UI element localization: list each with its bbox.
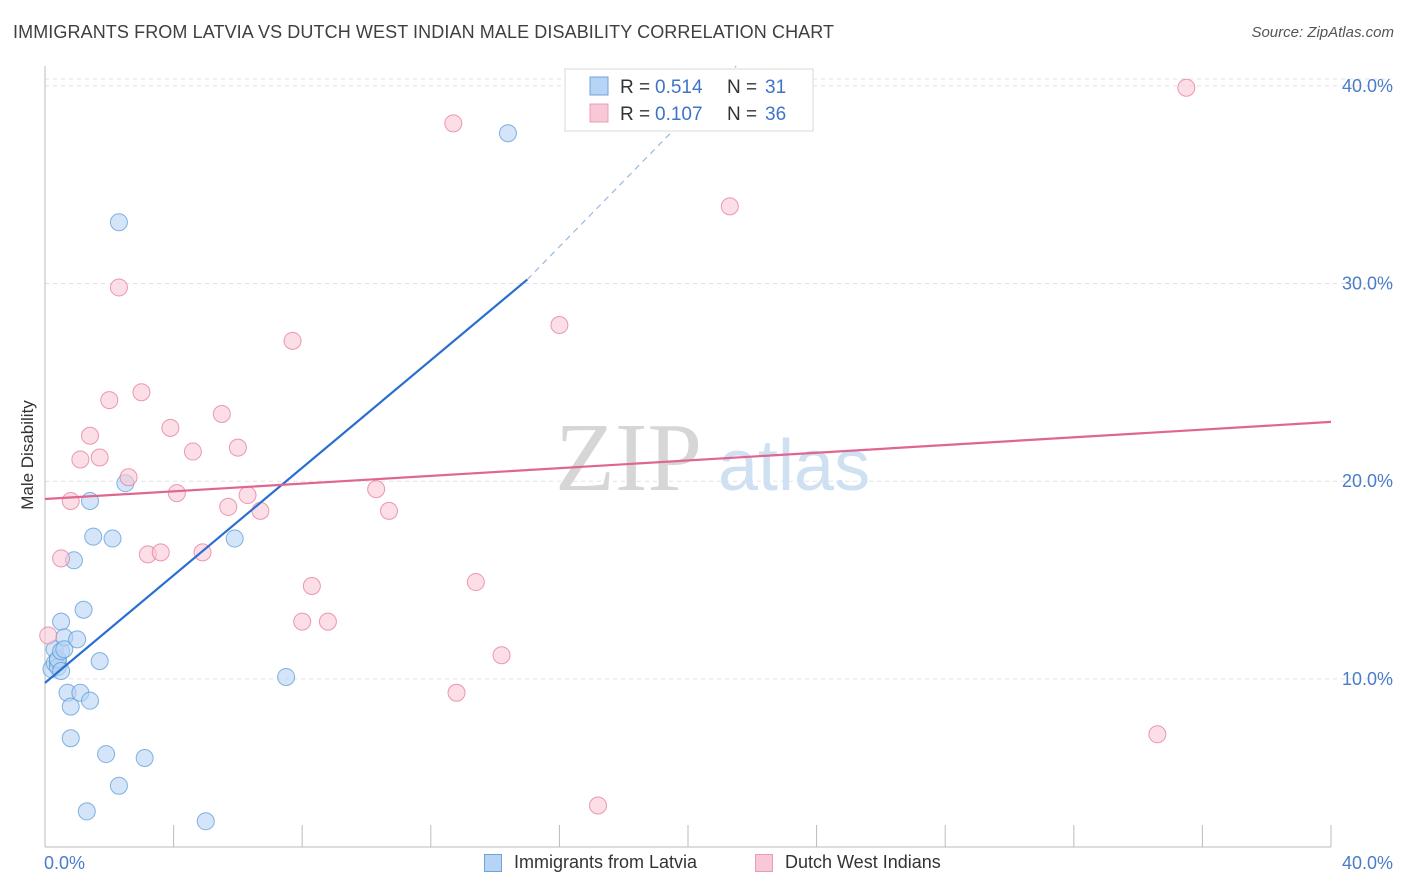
legend-item-dutch-west-indians[interactable]: Dutch West Indians [755, 852, 941, 873]
watermark: ZIP atlas [555, 404, 870, 512]
point-dutch-west-indians [550, 316, 569, 335]
point-latvia [277, 667, 296, 686]
point-dutch-west-indians [588, 796, 607, 815]
point-dutch-west-indians [318, 612, 337, 631]
point-dutch-west-indians [132, 383, 151, 402]
stats-n-value-dutch-west-indians: 36 [765, 104, 786, 125]
stats-n-value-latvia: 31 [765, 77, 786, 98]
point-dutch-west-indians [167, 484, 186, 503]
point-dutch-west-indians [219, 497, 238, 516]
point-latvia [74, 600, 93, 619]
trend-lines [44, 65, 1332, 684]
trend-line-dutch-west-indians [44, 420, 1332, 501]
point-latvia [90, 652, 109, 671]
y-axis-label: Male Disability [18, 400, 37, 510]
point-dutch-west-indians [492, 646, 511, 665]
stats-r-value-dutch-west-indians: 0.107 [655, 104, 703, 125]
point-dutch-west-indians [228, 438, 247, 457]
point-latvia [77, 802, 96, 821]
legend-item-latvia[interactable]: Immigrants from Latvia [484, 852, 697, 873]
stats-swatch-dutch-west-indians [589, 103, 609, 123]
point-latvia [84, 527, 103, 546]
source-label: Source: ZipAtlas.com [1251, 24, 1394, 41]
legend-swatch-dutch-west-indians [755, 853, 773, 872]
point-latvia [103, 529, 122, 548]
stats-n-label-latvia: N = [727, 77, 757, 98]
point-latvia [61, 697, 80, 716]
watermark-zip: ZIP [555, 404, 702, 512]
point-dutch-west-indians [283, 331, 302, 350]
point-dutch-west-indians [52, 549, 71, 568]
y-tick-label: 20.0% [1342, 471, 1393, 491]
axes [44, 66, 1332, 848]
x-tick-labels: 0.0% 40.0% [44, 853, 1393, 873]
stats-r-label-latvia: R = [620, 77, 650, 98]
point-latvia [109, 776, 128, 795]
point-latvia [196, 812, 215, 831]
point-latvia [52, 612, 71, 631]
point-latvia [225, 529, 244, 548]
trend-line-latvia-extension [526, 65, 737, 280]
point-dutch-west-indians [380, 501, 399, 520]
stats-r-label-dutch-west-indians: R = [620, 104, 650, 125]
legend-swatch-latvia [484, 853, 502, 872]
y-tick-label: 30.0% [1342, 273, 1393, 293]
point-dutch-west-indians [183, 442, 202, 461]
y-tick-label: 40.0% [1342, 76, 1393, 96]
y-tick-label: 10.0% [1342, 669, 1393, 689]
point-dutch-west-indians [81, 426, 100, 445]
x-tick-label: 0.0% [44, 853, 85, 873]
stats-legend: R = 0.514 N = 31 R = 0.107 N = 36 [564, 68, 814, 132]
trend-line-latvia [44, 278, 528, 684]
stats-swatch-latvia [589, 76, 609, 96]
point-latvia [135, 749, 154, 768]
point-latvia [498, 124, 517, 143]
gridlines [45, 78, 1391, 680]
point-dutch-west-indians [39, 626, 58, 645]
point-latvia [81, 691, 100, 710]
chart-title: IMMIGRANTS FROM LATVIA VS DUTCH WEST IND… [13, 22, 835, 42]
point-dutch-west-indians [293, 612, 312, 631]
legend-label-latvia: Immigrants from Latvia [514, 852, 698, 872]
point-dutch-west-indians [100, 391, 119, 410]
stats-n-label-dutch-west-indians: N = [727, 104, 757, 125]
point-dutch-west-indians [238, 486, 257, 505]
y-tick-labels: 10.0% 20.0% 30.0% 40.0% [1342, 76, 1393, 689]
point-latvia [109, 213, 128, 232]
point-latvia [55, 640, 74, 659]
series-legend: Immigrants from Latvia Dutch West Indian… [0, 852, 1406, 878]
point-latvia [97, 745, 116, 764]
point-dutch-west-indians [61, 491, 80, 510]
legend-label-dutch-west-indians: Dutch West Indians [785, 852, 941, 872]
point-dutch-west-indians [447, 683, 466, 702]
point-dutch-west-indians [251, 501, 270, 520]
point-dutch-west-indians [466, 573, 485, 592]
point-dutch-west-indians [367, 480, 386, 499]
point-latvia [68, 630, 87, 649]
point-dutch-west-indians [444, 114, 463, 133]
point-dutch-west-indians [109, 278, 128, 297]
point-dutch-west-indians [302, 577, 321, 596]
data-points [39, 78, 1196, 831]
stats-r-value-latvia: 0.514 [655, 77, 703, 98]
point-dutch-west-indians [1177, 78, 1196, 97]
point-dutch-west-indians [1148, 725, 1167, 744]
point-dutch-west-indians [90, 448, 109, 467]
point-dutch-west-indians [212, 404, 231, 423]
point-dutch-west-indians [151, 543, 170, 562]
point-dutch-west-indians [119, 468, 138, 487]
watermark-atlas: atlas [718, 426, 870, 506]
x-tick-label: 40.0% [1342, 853, 1393, 873]
point-dutch-west-indians [71, 450, 90, 469]
point-dutch-west-indians [720, 197, 739, 216]
point-dutch-west-indians [161, 418, 180, 437]
point-latvia [61, 729, 80, 748]
